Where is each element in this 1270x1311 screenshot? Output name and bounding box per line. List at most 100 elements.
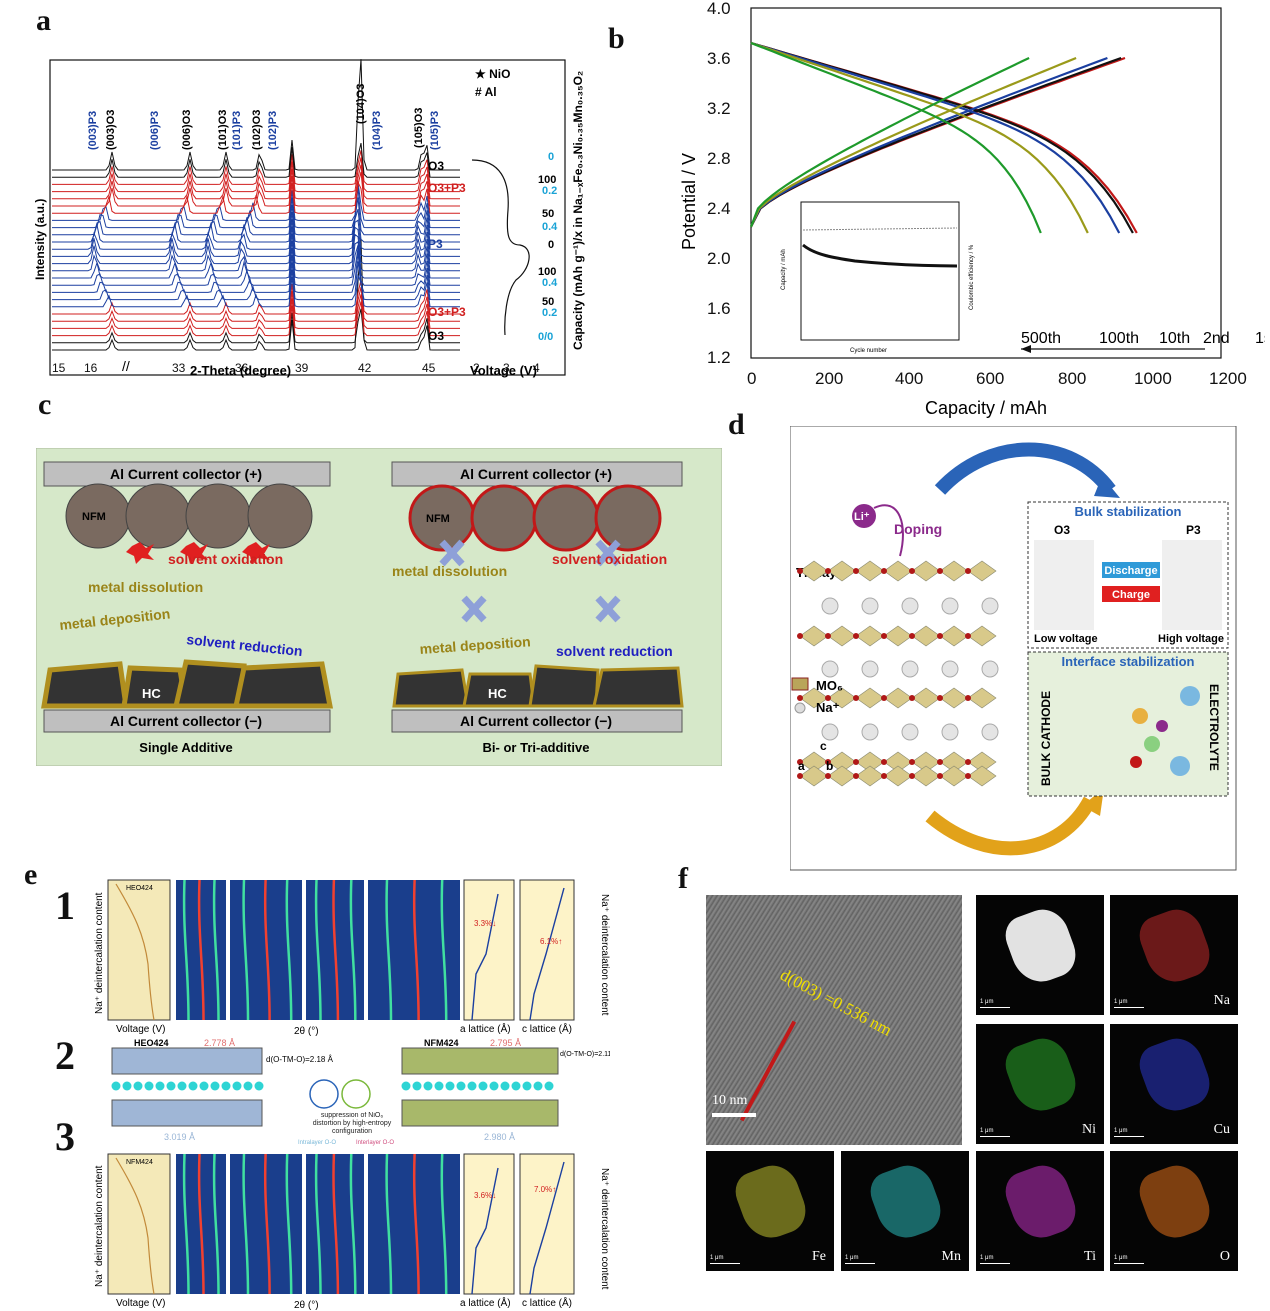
map-scale-label: 1 μm	[980, 1128, 994, 1134]
map-scale-label: 1 μm	[710, 1255, 724, 1261]
xrd-pattern	[52, 197, 460, 236]
xrd-pattern	[52, 164, 460, 200]
multi-additive-caption: Bi- or Tri-additive	[483, 740, 590, 755]
peak-label: (003)O3	[105, 110, 117, 150]
e-xlabel: 2θ (°)	[294, 1300, 319, 1311]
solvent-reduction-right: solvent reduction	[556, 643, 673, 659]
charge-curve	[750, 56, 1126, 228]
doping-arrow	[873, 504, 904, 557]
voltage-xlabel: Voltage (V)	[470, 363, 537, 378]
na-sphere	[210, 1081, 220, 1091]
eds-map-ti: 1 μm Ti	[976, 1151, 1104, 1271]
capacity-tick: 50	[542, 296, 554, 308]
xrd-tick: 45	[422, 361, 436, 375]
contour-trace	[440, 879, 448, 1021]
panel-d-letter: d	[728, 408, 745, 441]
panel-c-schematic: Al Current collector (+) NFM solvent oxi…	[36, 448, 722, 766]
b-ytick: 2.4	[707, 199, 731, 218]
a-change: 3.6%↓	[474, 1191, 496, 1200]
na-sphere	[133, 1081, 143, 1091]
b-ytick: 3.2	[707, 99, 731, 118]
oxygen-atom	[937, 633, 943, 639]
na-sphere	[177, 1081, 187, 1091]
contour-trace	[412, 879, 420, 1021]
xrd-pattern	[52, 150, 460, 185]
particle-signal	[1133, 902, 1217, 990]
contour-trace	[385, 1153, 393, 1295]
metal-deposition-right: metal deposition	[419, 633, 531, 657]
inset-ylabel-left: Capacity / mAh	[781, 249, 787, 290]
na-sphere	[144, 1081, 154, 1091]
na-sphere	[254, 1081, 264, 1091]
phase-label: O3+P3	[428, 181, 466, 195]
peak-label: (101)O3	[217, 110, 229, 150]
xrd-frame	[49, 59, 566, 376]
eds-map-haadf: 1 μm	[976, 895, 1104, 1015]
na-sphere	[221, 1081, 231, 1091]
na-ion	[821, 660, 839, 678]
map-scale-bar	[710, 1263, 740, 1264]
na-sphere	[522, 1081, 532, 1091]
peak-label: (006)P3	[149, 111, 161, 150]
interlayer-label: Interlayer O-O	[356, 1140, 394, 1146]
electrolyte-label: ELECTROLYTE	[1207, 684, 1221, 771]
map-scale-bar	[980, 1007, 1010, 1008]
oxygen-atom	[825, 759, 831, 765]
b-frame	[750, 7, 1222, 359]
al-collector-bottom-right	[391, 709, 683, 733]
na-ion	[821, 723, 839, 741]
axis-c: c	[820, 739, 827, 753]
peak-label: (105)O3	[413, 108, 425, 148]
map-scale-bar	[980, 1263, 1010, 1264]
particle-signal	[999, 1031, 1083, 1119]
e-xlabel: a lattice (Å)	[460, 1022, 511, 1035]
b-ytick: 1.2	[707, 348, 731, 367]
b-xtick: 1000	[1134, 369, 1172, 388]
c-change: 7.0%↑	[534, 1185, 556, 1194]
c-lattice-trend	[529, 887, 565, 1021]
panel-b-charge-discharge-plot: 1.2 1.6 2.0 2.4 2.8 3.2 3.6 4.0 0 200 40…	[679, 0, 1265, 418]
na-sphere	[511, 1081, 521, 1091]
na-ion	[981, 597, 999, 615]
x-tick: 0.2	[542, 185, 557, 197]
map-scale-label: 1 μm	[1114, 1255, 1128, 1261]
contour-trace	[212, 1153, 220, 1295]
discharge-curve	[750, 41, 1089, 234]
cycle-label: 500th	[1021, 330, 1061, 347]
b-xtick: 200	[815, 369, 843, 388]
voltage-tick: 2	[473, 361, 480, 375]
e-xlabel: c lattice (Å)	[522, 1022, 572, 1035]
na-ion	[861, 660, 879, 678]
na-ion	[981, 660, 999, 678]
na-sphere	[489, 1081, 499, 1091]
peak-label: (105)P3	[429, 111, 441, 150]
na-sphere	[122, 1081, 132, 1091]
xrd-tick: 42	[358, 361, 372, 375]
mo6-octahedron	[967, 687, 997, 709]
oxygen-atom	[881, 773, 887, 779]
element-label: O	[1219, 1249, 1230, 1264]
na-sphere	[533, 1081, 543, 1091]
element-label: Na	[1213, 993, 1230, 1008]
element-label: Ni	[1082, 1122, 1096, 1137]
contour-trace	[285, 879, 293, 1021]
discharge-label: Discharge	[1104, 565, 1157, 577]
e-ylabel: Na⁺ deintercalation content	[94, 1165, 105, 1287]
element-label: Mn	[941, 1249, 961, 1264]
e-xlabel: Voltage (V)	[116, 1024, 165, 1035]
contour-trace	[182, 879, 190, 1021]
xrd-pattern	[52, 301, 460, 337]
xrd-pattern	[52, 240, 460, 272]
panel-e-figure: Na⁺ deintercalation content Na⁺ deinterc…	[94, 879, 610, 1311]
map-scale-label: 1 μm	[845, 1255, 859, 1261]
oxygen-atom	[965, 773, 971, 779]
mo6-octahedron	[967, 751, 997, 773]
capacity-tick: 0/0	[538, 331, 553, 343]
peak-label: (101)P3	[231, 111, 243, 150]
e-row-3	[107, 1153, 575, 1295]
xrd-pattern	[52, 294, 460, 329]
particle-signal	[999, 1158, 1083, 1246]
metal-dissolution-right: metal dissolution	[392, 563, 507, 579]
xrd-pattern	[52, 59, 460, 171]
oxygen-atom	[825, 695, 831, 701]
